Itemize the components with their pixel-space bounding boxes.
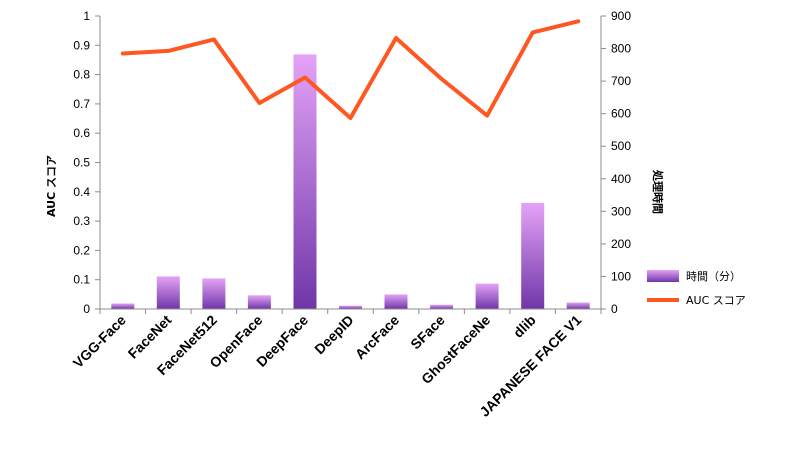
category-label: DeepID [311,312,356,357]
right-tick-label: 700 [611,74,631,88]
left-tick-label: 0.9 [73,38,90,52]
left-tick-label: 0.2 [73,243,90,257]
right-tick-label: 900 [611,9,631,23]
left-axis-title: AUC スコア [45,155,58,217]
legend-swatch-bar [647,270,679,282]
bar [202,278,226,309]
category-label: dlib [510,312,539,341]
bar [521,202,545,309]
category-label: ArcFace [352,312,403,363]
bar [111,303,135,309]
left-tick-label: 1 [83,9,90,23]
right-tick-label: 500 [611,139,631,153]
bar [339,305,362,309]
left-tick-label: 0.4 [73,185,90,199]
bar-series [111,54,590,310]
right-tick-label: 0 [611,302,618,316]
plot-area [99,16,602,310]
right-tick-label: 600 [611,107,631,121]
right-axis-ticks: 0 100 200 300 400 500 600 700 800 900 [601,9,631,316]
legend: 時間（分） AUC スコア [647,270,746,307]
right-tick-label: 200 [611,237,631,251]
bar [247,295,271,309]
category-label: SFace [407,312,448,353]
right-axis-title: 処理時間 [651,169,665,214]
left-tick-label: 0.3 [73,214,90,228]
bar [293,54,317,310]
left-tick-label: 0.7 [73,97,90,111]
left-tick-label: 0.6 [73,126,90,140]
legend-label-line: AUC スコア [686,294,746,307]
category-label: VGG-Face [70,312,129,371]
bar [156,276,180,309]
right-tick-label: 100 [611,269,631,283]
auc-score-line [120,19,581,120]
right-tick-label: 300 [611,204,631,218]
left-tick-label: 0 [83,302,90,316]
right-tick-label: 800 [611,42,631,56]
right-tick-label: 400 [611,172,631,186]
bar [566,302,590,309]
left-tick-label: 0.1 [73,273,90,287]
left-tick-label: 0.8 [73,68,90,82]
legend-label-bar: 時間（分） [686,270,741,283]
bar [430,304,454,309]
bar [384,294,408,309]
left-tick-label: 0.5 [73,156,90,170]
category-labels: VGG-FaceFaceNetFaceNet512OpenFaceDeepFac… [70,309,602,420]
left-axis-ticks: 0 0.1 0.2 0.3 0.4 0.5 0.6 0.7 0.8 0.9 1 [73,9,100,316]
bar [475,283,499,309]
